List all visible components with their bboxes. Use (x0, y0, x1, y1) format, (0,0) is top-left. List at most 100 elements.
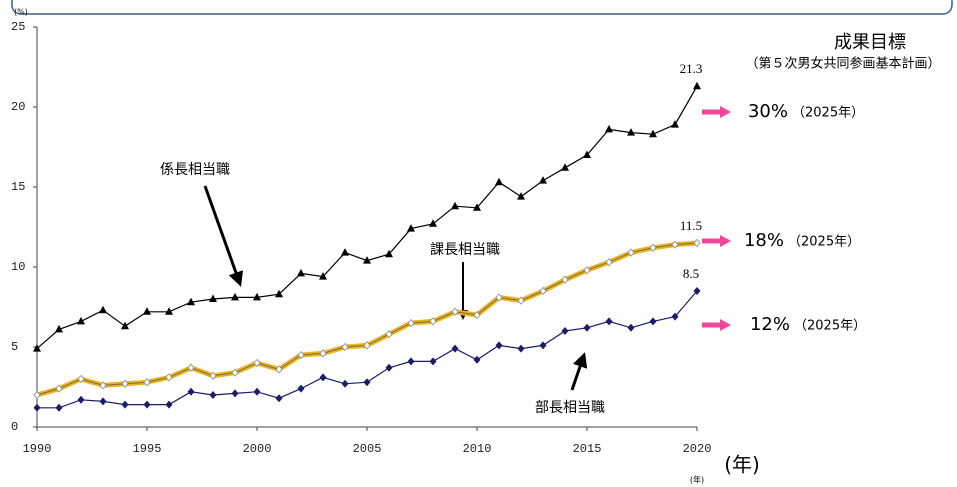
point (99, 397, 107, 406)
point (363, 256, 371, 264)
point (165, 307, 173, 315)
point (187, 387, 195, 396)
target-title: 成果目標 (834, 32, 906, 53)
point (517, 296, 525, 305)
point (297, 350, 305, 360)
pointer-arrow (203, 185, 244, 287)
point (297, 384, 305, 393)
point (253, 387, 261, 396)
top-frame (11, 0, 953, 15)
x-tick-label: 2000 (243, 442, 272, 456)
point (55, 384, 63, 393)
series-line (36, 85, 698, 350)
point (429, 357, 437, 366)
point (363, 341, 371, 350)
point (649, 243, 657, 252)
point (77, 395, 85, 404)
target-arrow-head (720, 106, 731, 118)
point (495, 293, 503, 302)
point (231, 368, 239, 377)
x-tick-label: 1990 (23, 442, 52, 456)
y-unit: (%) (14, 8, 28, 17)
point (341, 379, 349, 388)
point (583, 266, 591, 275)
point (99, 305, 107, 314)
point (407, 318, 415, 328)
point (649, 129, 657, 138)
point (429, 317, 437, 326)
point (319, 272, 327, 280)
point (627, 128, 635, 136)
point (121, 321, 129, 330)
target-year: （2025年） (792, 106, 864, 121)
target-value: 18% (744, 230, 784, 251)
point (363, 378, 371, 387)
point (671, 312, 679, 321)
target-year: （2025年） (794, 319, 866, 334)
point (517, 192, 525, 200)
y-tick-label: 15 (11, 180, 25, 194)
point (407, 357, 415, 366)
point (605, 317, 613, 326)
target-arrow-head (720, 319, 731, 331)
data-label: 21.3 (680, 61, 703, 76)
point (451, 344, 459, 353)
point (121, 379, 129, 388)
point (539, 176, 547, 184)
point (319, 349, 327, 358)
target-subtitle: （第５次男女共同参画基本計画） (745, 56, 940, 72)
point (649, 317, 657, 326)
point (209, 371, 217, 380)
point (33, 403, 41, 412)
x-tick-label: 2005 (353, 442, 382, 456)
point (99, 381, 107, 390)
point (143, 400, 151, 409)
point (385, 249, 393, 258)
x-tick-label: 2015 (573, 442, 602, 456)
point (341, 248, 349, 256)
point (319, 373, 327, 382)
point (451, 201, 459, 210)
point (165, 373, 173, 382)
point (77, 316, 85, 325)
point (253, 358, 261, 368)
point (495, 341, 503, 350)
point (627, 323, 635, 332)
y-tick-label: 10 (11, 260, 25, 274)
point (693, 81, 701, 90)
series-label: 課長相当職 (430, 242, 500, 258)
data-label: 8.5 (683, 266, 699, 281)
series-label: 係長相当職 (160, 162, 230, 178)
point (561, 275, 569, 284)
point (297, 268, 305, 277)
x-tick-label: 1995 (133, 442, 162, 456)
pointer-arrow (570, 352, 588, 391)
point (187, 363, 195, 372)
y-tick-label: 0 (11, 420, 18, 434)
y-tick-label: 25 (11, 20, 25, 34)
point (143, 378, 151, 387)
target-arrow-head (720, 235, 731, 247)
point (671, 240, 679, 249)
y-tick-label: 5 (11, 340, 18, 354)
point (187, 297, 195, 306)
point (473, 355, 481, 364)
point (231, 389, 239, 398)
point (231, 292, 239, 301)
point (275, 394, 283, 403)
x-unit-small: (年) (690, 475, 704, 485)
point (407, 224, 415, 232)
target-value: 12% (750, 314, 790, 335)
point (671, 120, 679, 128)
point (253, 292, 261, 301)
point (473, 203, 481, 211)
point (33, 344, 41, 352)
point (539, 286, 547, 296)
point (693, 287, 701, 295)
point (77, 374, 85, 384)
point (55, 324, 63, 333)
point (627, 248, 635, 257)
x-tick-label: 2010 (463, 442, 492, 456)
data-label: 11.5 (680, 218, 702, 233)
